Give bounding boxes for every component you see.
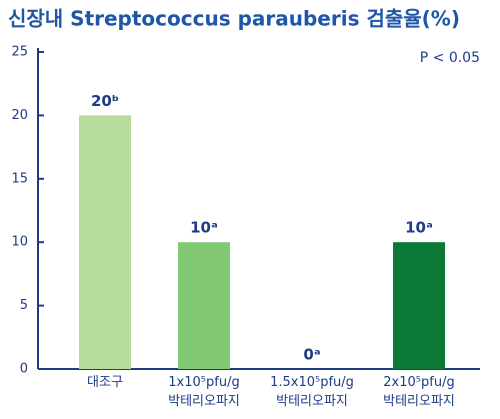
chart-title: 신장내 Streptococcus parauberis 검출율(%) xyxy=(8,7,460,31)
y-tick-label: 25 xyxy=(11,45,28,60)
annotation: P < 0.05 xyxy=(420,50,480,66)
y-tick-label: 10 xyxy=(11,235,28,250)
y-tick-label: 20 xyxy=(11,108,28,123)
y-tick-label: 15 xyxy=(11,171,28,186)
value-label: 10ᵃ xyxy=(405,219,433,237)
value-label: 10ᵃ xyxy=(190,219,218,237)
bar xyxy=(393,242,445,369)
bar xyxy=(79,115,131,370)
y-tick-label: 5 xyxy=(20,298,28,313)
value-label: 0ᵃ xyxy=(303,346,320,364)
x-tick-label: 1x10⁵pfu/g 박테리오파지 xyxy=(168,375,240,409)
bar xyxy=(178,242,230,369)
y-tick-label: 0 xyxy=(20,362,28,377)
x-tick-label: 대조구 xyxy=(87,375,123,390)
x-tick-label: 2x10⁵pfu/g 박테리오파지 xyxy=(383,375,455,409)
value-label: 20ᵇ xyxy=(91,92,119,110)
x-tick-label: 1.5x10⁵pfu/g 박테리오파지 xyxy=(270,375,354,409)
